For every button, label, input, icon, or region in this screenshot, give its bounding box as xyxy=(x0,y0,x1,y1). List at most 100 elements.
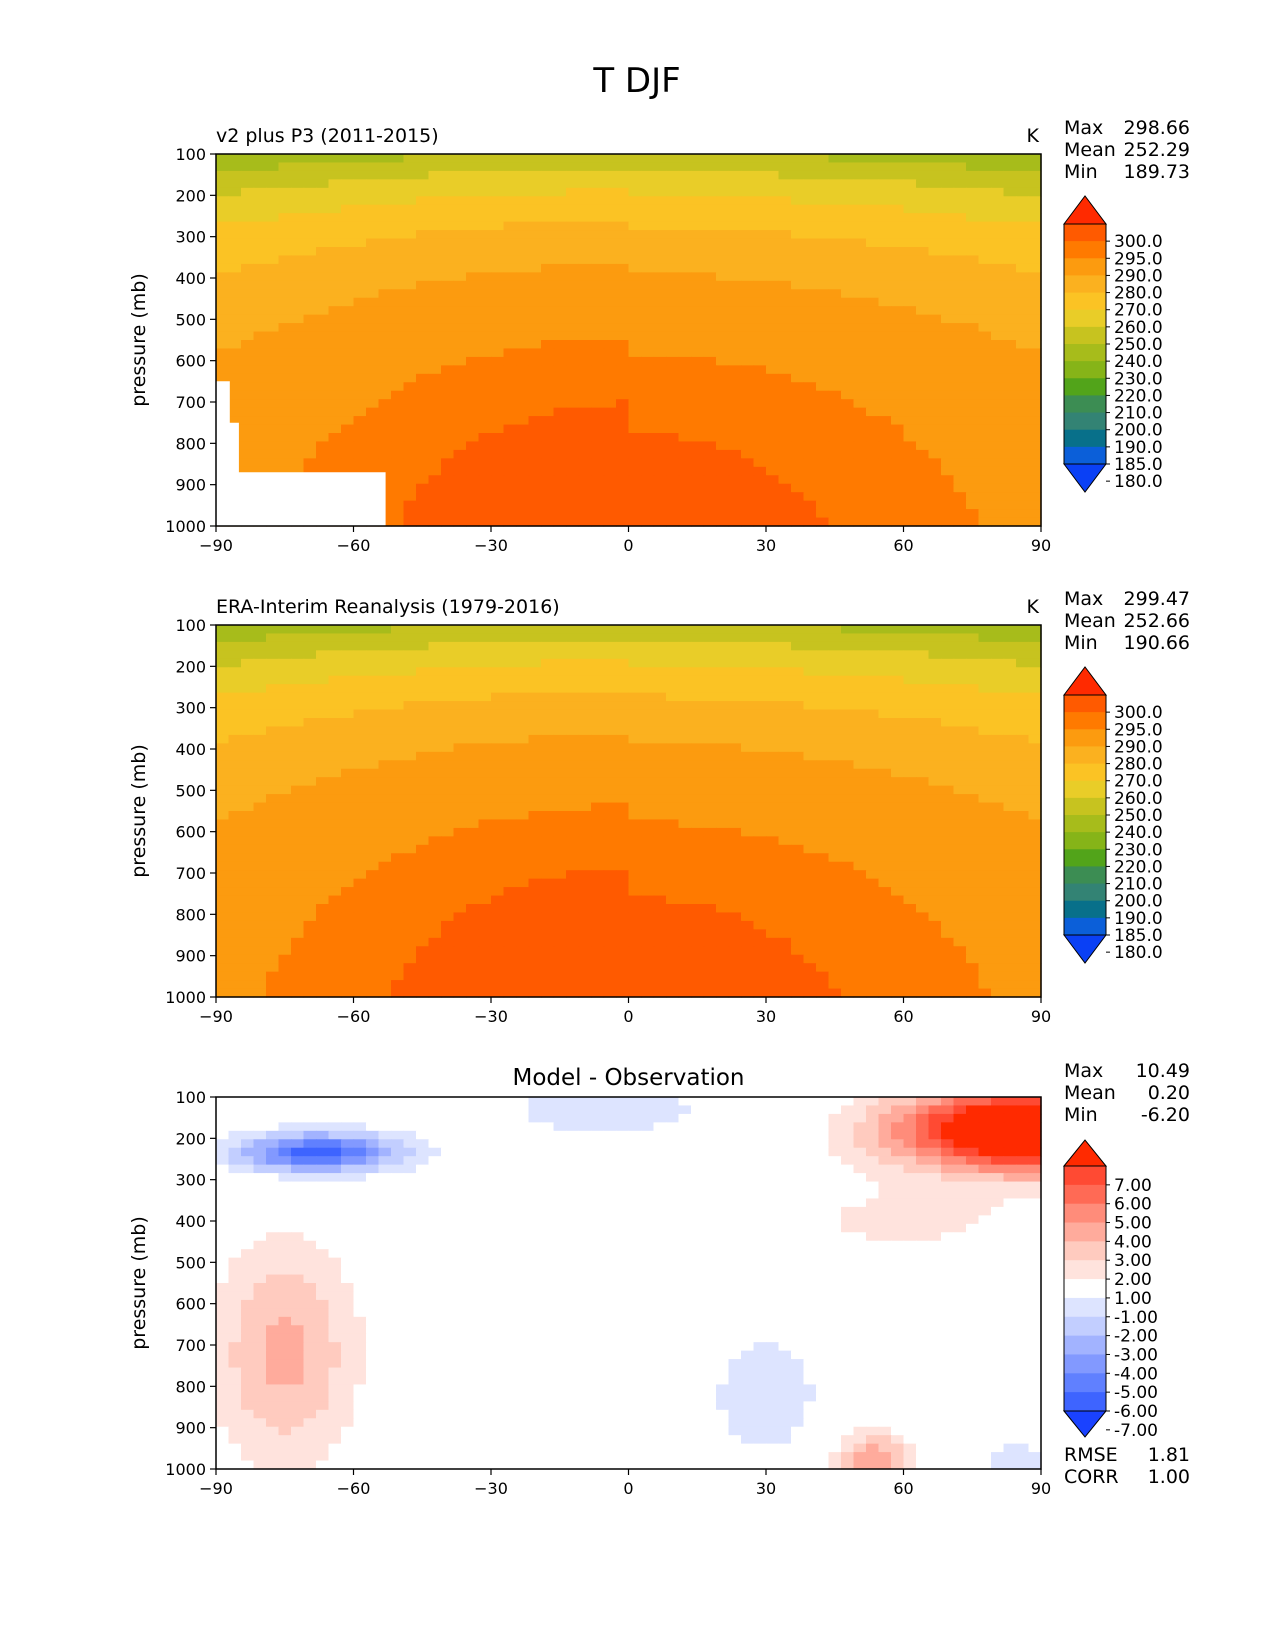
contour-cell xyxy=(441,441,455,451)
contour-cell xyxy=(303,331,317,341)
contour-cell xyxy=(528,819,542,829)
contour-cell xyxy=(603,475,617,485)
contour-cell xyxy=(678,382,692,392)
contour-cell xyxy=(578,162,592,172)
contour-cell xyxy=(241,692,255,702)
contour-cell xyxy=(328,373,342,383)
contour-cell xyxy=(578,238,592,248)
contour-cell xyxy=(528,667,542,677)
contour-cell xyxy=(841,861,855,871)
contour-cell xyxy=(903,154,917,164)
contour-cell xyxy=(378,424,392,434)
contour-cell xyxy=(1003,441,1017,451)
contour-cell xyxy=(816,348,830,358)
contour-cell xyxy=(728,196,742,206)
contour-cell xyxy=(366,441,380,451)
contour-cell xyxy=(228,718,242,728)
contour-cell xyxy=(953,230,967,240)
contour-cell xyxy=(803,734,817,744)
contour-cell xyxy=(278,819,292,829)
contour-cell xyxy=(803,718,817,728)
contour-cell xyxy=(866,785,880,795)
contour-cell xyxy=(916,475,930,485)
contour-cell xyxy=(541,348,555,358)
contour-cell xyxy=(428,449,442,459)
contour-cell xyxy=(678,675,692,685)
contour-cell xyxy=(378,743,392,753)
contour-cell xyxy=(1003,170,1017,180)
contour-cell xyxy=(516,314,530,324)
contour-cell xyxy=(791,675,805,685)
contour-cell xyxy=(978,709,992,719)
contour-cell xyxy=(928,768,942,778)
contour-cell xyxy=(653,509,667,519)
contour-cell xyxy=(903,701,917,711)
contour-cell xyxy=(678,204,692,214)
contour-cell xyxy=(416,416,430,426)
contour-cell xyxy=(741,760,755,770)
contour-cell xyxy=(916,221,930,231)
contour-cell xyxy=(603,819,617,829)
contour-cell xyxy=(928,416,942,426)
contour-cell xyxy=(853,238,867,248)
contour-cell xyxy=(416,641,430,651)
contour-cell xyxy=(528,306,542,316)
contour-cell xyxy=(916,718,930,728)
contour-cell xyxy=(841,768,855,778)
contour-cell xyxy=(728,449,742,459)
contour-cell xyxy=(353,289,367,299)
contour-cell xyxy=(978,492,992,502)
contour-cell xyxy=(566,701,580,711)
contour-cell xyxy=(616,777,630,787)
contour-cell xyxy=(828,475,842,485)
contour-cell xyxy=(891,323,905,333)
contour-cell xyxy=(716,785,730,795)
contour-cell xyxy=(853,844,867,854)
contour-cell xyxy=(278,348,292,358)
contour-cell xyxy=(453,213,467,223)
contour-cell xyxy=(266,684,280,694)
contour-cell xyxy=(741,433,755,443)
contour-cell xyxy=(316,382,330,392)
contour-cell xyxy=(253,340,267,350)
contour-cell xyxy=(866,213,880,223)
contour-cell xyxy=(341,297,355,307)
contour-cell xyxy=(566,760,580,770)
contour-cell xyxy=(516,475,530,485)
contour-cell xyxy=(916,433,930,443)
contour-cell xyxy=(453,356,467,366)
contour-cell xyxy=(778,314,792,324)
contour-cell xyxy=(941,709,955,719)
contour-cell xyxy=(741,196,755,206)
contour-cell xyxy=(466,861,480,871)
contour-cell xyxy=(366,853,380,863)
contour-cell xyxy=(303,179,317,189)
contour-cell xyxy=(416,407,430,417)
contour-cell xyxy=(491,827,505,837)
contour-cell xyxy=(566,684,580,694)
contour-cell xyxy=(753,416,767,426)
contour-cell xyxy=(328,811,342,821)
contour-cell xyxy=(966,280,980,290)
contour-cell xyxy=(866,348,880,358)
contour-cell xyxy=(928,365,942,375)
contour-cell xyxy=(716,348,730,358)
contour-cell xyxy=(966,483,980,493)
contour-cell xyxy=(1003,314,1017,324)
contour-cell xyxy=(1016,777,1030,787)
contour-cell xyxy=(778,684,792,694)
contour-cell xyxy=(916,667,930,677)
contour-cell xyxy=(303,365,317,375)
contour-cell xyxy=(253,289,267,299)
contour-cell xyxy=(778,170,792,180)
contour-cell xyxy=(366,331,380,341)
contour-cell xyxy=(578,230,592,240)
contour-cell xyxy=(466,709,480,719)
contour-cell xyxy=(1003,785,1017,795)
contour-cell xyxy=(953,641,967,651)
contour-cell xyxy=(953,466,967,476)
contour-cell xyxy=(653,483,667,493)
contour-cell xyxy=(478,407,492,417)
contour-cell xyxy=(228,382,242,392)
contour-cell xyxy=(766,692,780,702)
